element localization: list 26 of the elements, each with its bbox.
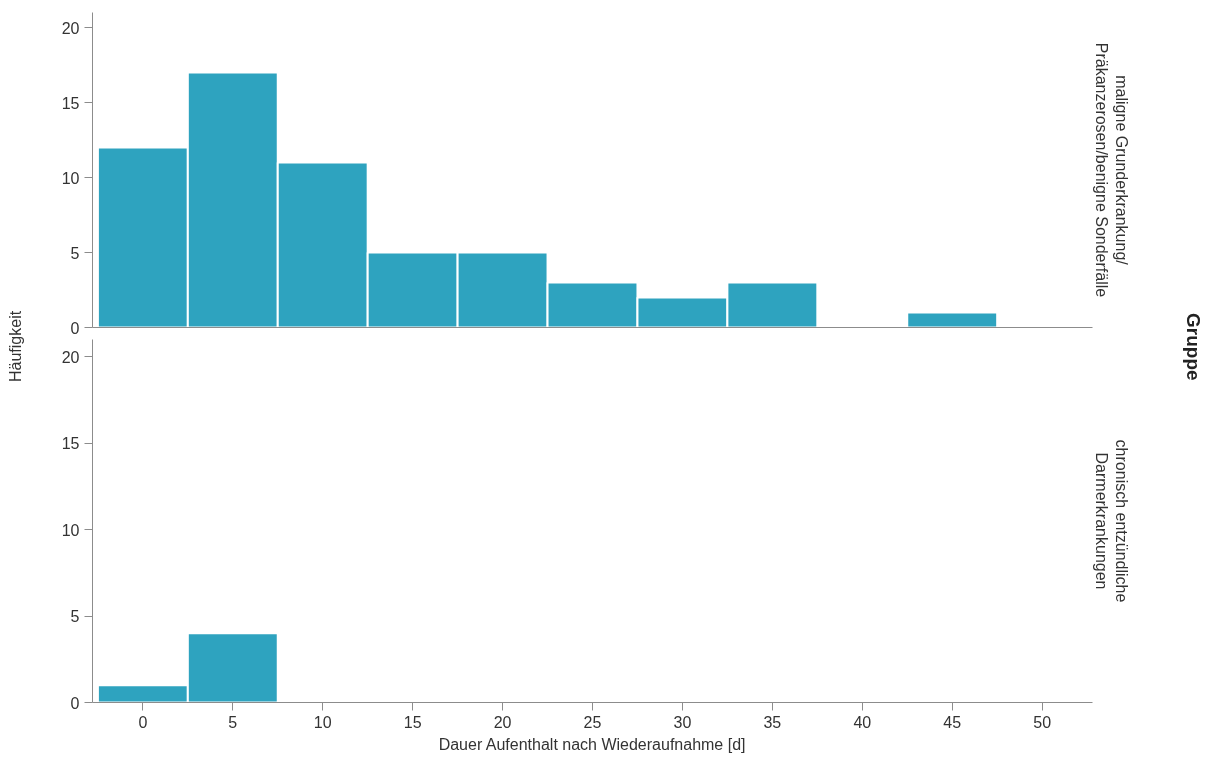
x-tick-label: 50 [1033,713,1052,731]
x-axis-title: Dauer Aufenthalt nach Wiederaufnahme [d] [438,735,746,753]
y-tick-label: 20 [61,19,80,37]
y-tick-label: 10 [61,521,80,539]
x-tick-label: 45 [943,713,962,731]
text: chronisch entzündliche Darmerkrankungen [1092,439,1130,603]
y-tick-label: 15 [61,435,80,453]
y-tick-label: 20 [61,348,80,366]
y-tick-label: 0 [70,694,80,712]
x-tick-label: 15 [403,713,422,731]
x-tick-label: 30 [673,713,692,731]
y-tick-label: 10 [61,169,80,187]
x-tick-label: 10 [313,713,332,731]
y-tick-label: 0 [70,319,80,337]
y-tick-label: 5 [70,244,80,262]
x-tick-label: 25 [583,713,602,731]
x-tick-label: 5 [228,713,238,731]
x-tick-label: 40 [853,713,872,731]
x-tick-label: 0 [138,713,148,731]
text: maligne Grunderkrankung/ Präkanzerosen/benigne Sonderfälle [1092,42,1130,298]
legend-title: Gruppe [1182,312,1205,381]
x-tick-label: 20 [493,713,512,731]
y-tick-label: 15 [61,94,80,112]
x-tick-label: 35 [763,713,782,731]
y-tick-label: 5 [70,608,80,626]
y-axis-title: Häufigkeit [6,310,25,383]
